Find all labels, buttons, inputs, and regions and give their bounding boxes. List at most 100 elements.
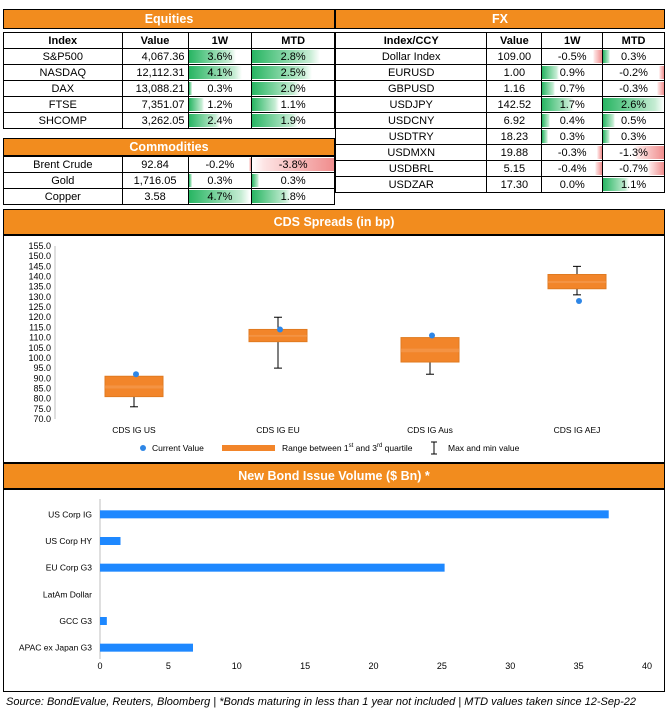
cell-value: 0.3% xyxy=(280,174,306,187)
cell-value: -3.8% xyxy=(278,158,308,171)
row-mtd-change: 1.1% xyxy=(251,96,335,113)
row-name: USDBRL xyxy=(334,160,488,177)
negative-databar xyxy=(596,146,602,159)
legend-maxmin-label: Max and min value xyxy=(448,443,520,453)
row-name: USDMXN xyxy=(334,144,488,161)
cell-value: 1.8% xyxy=(280,190,306,203)
positive-databar xyxy=(603,114,615,127)
row-name: USDZAR xyxy=(334,176,488,193)
negative-databar xyxy=(659,66,664,79)
row-value: 4,067.36 xyxy=(121,48,189,65)
row-name: Copper xyxy=(3,188,123,205)
cell-value: 1.1% xyxy=(621,178,647,191)
y-tick-label: 110.0 xyxy=(29,333,51,343)
y-tick-label: 140.0 xyxy=(28,272,51,282)
cds-legend: Current Value Range between 1st and 3rd … xyxy=(140,441,560,456)
row-value: 3,262.05 xyxy=(121,112,189,129)
row-mtd-change: 0.3% xyxy=(602,128,665,145)
current-value-point xyxy=(277,326,283,333)
volume-bar xyxy=(100,563,445,572)
row-mtd-change: -0.3% xyxy=(602,80,665,97)
row-1w-change: 0.7% xyxy=(541,80,604,97)
volume-bar xyxy=(100,510,609,519)
row-1w-change: 1.2% xyxy=(187,96,253,113)
cell-value: -0.7% xyxy=(619,162,648,175)
table-row: S&P500 4,067.36 3.6% 2.8% xyxy=(3,48,335,65)
table-row: NASDAQ 12,112.31 4.1% 2.5% xyxy=(3,64,335,81)
legend-current-marker xyxy=(140,445,146,451)
col-header: Value xyxy=(486,32,543,49)
row-1w-change: 2.4% xyxy=(187,112,253,129)
cell-value: 0.3% xyxy=(207,174,233,187)
row-name: EURUSD xyxy=(334,64,488,81)
legend-range-sup1: st xyxy=(348,443,354,450)
row-1w-change: 4.7% xyxy=(187,188,253,205)
row-value: 92.84 xyxy=(121,156,189,173)
y-tick-label: 130.0 xyxy=(28,292,51,302)
cell-value: 0.4% xyxy=(559,114,585,127)
cell-value: 3.6% xyxy=(207,50,233,63)
positive-databar xyxy=(603,50,611,63)
y-tick-label: 90.0 xyxy=(33,373,51,383)
positive-databar xyxy=(252,50,320,63)
positive-databar xyxy=(252,66,313,79)
x-tick-label: 30 xyxy=(505,661,515,671)
x-tick-label: 20 xyxy=(368,661,378,671)
row-mtd-change: -3.8% xyxy=(251,156,335,173)
row-name: Dollar Index xyxy=(334,48,488,65)
cell-value: 0.5% xyxy=(621,114,647,127)
x-tick-label: 10 xyxy=(232,661,242,671)
cell-value: 1.1% xyxy=(280,98,306,111)
y-category-label: EU Corp G3 xyxy=(46,563,93,573)
row-1w-change: 0.0% xyxy=(541,176,604,193)
y-tick-label: 155.0 xyxy=(28,241,51,251)
row-mtd-change: 1.1% xyxy=(602,176,665,193)
y-tick-label: 115.0 xyxy=(29,322,51,332)
current-value-point xyxy=(133,371,139,378)
cell-value: 2.0% xyxy=(280,82,306,95)
table-row: Copper 3.58 4.7% 1.8% xyxy=(3,188,335,205)
x-tick-label: 15 xyxy=(300,661,310,671)
cell-value: 2.5% xyxy=(280,66,306,79)
y-tick-label: 70.0 xyxy=(33,414,51,424)
row-mtd-change: 1.8% xyxy=(251,188,335,205)
col-header: Index/CCY xyxy=(334,32,488,49)
bonds-header: New Bond Issue Volume ($ Bn) * xyxy=(3,463,665,489)
row-mtd-change: 0.3% xyxy=(602,48,665,65)
col-header: Value xyxy=(121,32,189,49)
cell-value: 2.6% xyxy=(621,98,647,111)
row-name: NASDAQ xyxy=(3,64,123,81)
equities-header: Equities xyxy=(3,9,335,29)
row-1w-change: 0.3% xyxy=(187,80,253,97)
row-mtd-change: 2.0% xyxy=(251,80,335,97)
x-category-label: CDS IG EU xyxy=(256,425,299,435)
positive-databar xyxy=(542,114,550,127)
positive-databar xyxy=(188,174,193,187)
legend-range-label: Range between 1st and 3rd quartile xyxy=(282,443,413,453)
row-value: 1,716.05 xyxy=(121,172,189,189)
commodities-header: Commodities xyxy=(3,138,335,156)
table-row: USDZAR 17.30 0.0% 1.1% xyxy=(334,176,665,193)
legend-range-marker xyxy=(222,445,275,451)
equities-header-row: Index Value 1W MTD xyxy=(3,32,335,49)
table-row: USDMXN 19.88 -0.3% -1.3% xyxy=(334,144,665,161)
row-value: 109.00 xyxy=(486,48,543,65)
row-name: S&P500 xyxy=(3,48,123,65)
positive-databar xyxy=(603,130,611,143)
row-mtd-change: -0.2% xyxy=(602,64,665,81)
row-mtd-change: 1.9% xyxy=(251,112,335,129)
negative-databar xyxy=(656,82,664,95)
cell-value: 1.2% xyxy=(207,98,233,111)
row-name: Brent Crude xyxy=(3,156,123,173)
cell-value: 4.7% xyxy=(207,190,233,203)
negative-databar xyxy=(594,162,602,175)
cell-value: 0.3% xyxy=(621,130,647,143)
volume-bar xyxy=(100,643,193,652)
row-mtd-change: 0.5% xyxy=(602,112,665,129)
fx-header: FX xyxy=(335,9,665,29)
cell-value: -0.5% xyxy=(557,50,587,63)
fx-table: Index/CCY Value 1W MTD Dollar Index 109.0… xyxy=(334,32,665,193)
negative-databar xyxy=(592,50,602,63)
row-value: 13,088.21 xyxy=(121,80,189,97)
table-row: FTSE 7,351.07 1.2% 1.1% xyxy=(3,96,335,113)
